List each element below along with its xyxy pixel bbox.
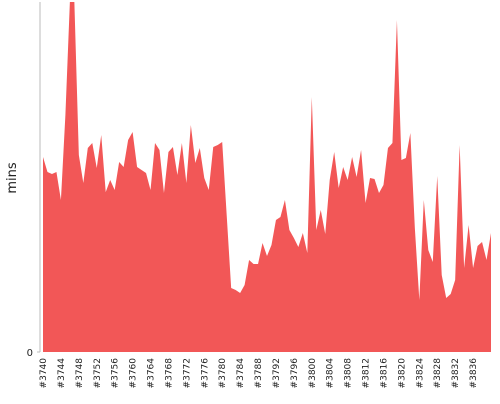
x-tick-label: #3740 <box>39 358 49 389</box>
y-axis-label: mins <box>5 162 20 194</box>
x-tick-label: #3756 <box>111 358 121 389</box>
x-tick-label: #3780 <box>218 358 228 389</box>
x-tick-label: #3784 <box>236 358 246 389</box>
y-tick-label: 0 <box>27 348 33 359</box>
x-tick-label: #3776 <box>200 358 210 389</box>
x-tick-label: #3792 <box>272 358 282 388</box>
x-tick-label: #3772 <box>182 358 192 388</box>
x-tick-label: #3820 <box>397 358 407 389</box>
x-tick-label: #3824 <box>415 358 425 389</box>
x-tick-label: #3752 <box>93 358 103 388</box>
x-tick-label: #3808 <box>344 358 354 389</box>
x-tick-label: #3828 <box>433 358 443 389</box>
area <box>43 2 491 352</box>
x-tick-label: #3812 <box>362 358 372 388</box>
x-tick-label: #3800 <box>308 358 318 389</box>
x-tick-label: #3832 <box>451 358 461 388</box>
x-tick-label: #3768 <box>164 358 174 389</box>
x-tick-label: #3836 <box>469 358 479 389</box>
x-tick-label: #3748 <box>75 358 85 389</box>
x-tick-label: #3788 <box>254 358 264 389</box>
x-tick-label: #3796 <box>290 358 300 389</box>
x-tick-label: #3816 <box>379 358 389 389</box>
x-tick-label: #3760 <box>129 358 139 389</box>
x-tick-label: #3744 <box>57 358 67 389</box>
x-tick-label: #3764 <box>147 358 157 389</box>
x-tick-label: #3804 <box>326 358 336 389</box>
